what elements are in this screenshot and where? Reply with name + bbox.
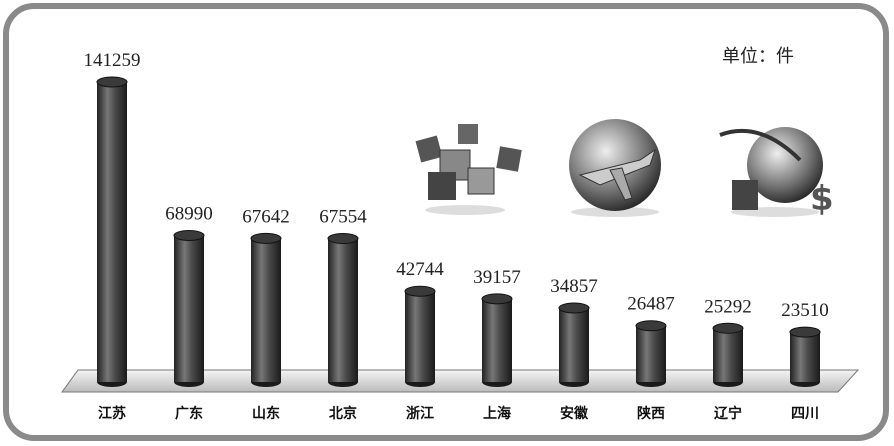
bar xyxy=(174,235,204,382)
x-tick-label: 辽宁 xyxy=(714,405,742,422)
x-tick-label: 北京 xyxy=(329,405,357,422)
bar-cap xyxy=(173,229,205,241)
bar xyxy=(713,328,743,382)
value-label: 39157 xyxy=(473,267,521,288)
value-label: 42744 xyxy=(396,259,444,280)
x-tick-label: 浙江 xyxy=(406,405,434,422)
bar-cap xyxy=(712,322,744,334)
value-label: 68990 xyxy=(165,203,213,224)
bar-cap xyxy=(327,233,359,245)
icon-cubes xyxy=(415,124,522,215)
bar-cap xyxy=(404,285,436,297)
value-label: 67642 xyxy=(242,206,290,227)
svg-text:$: $ xyxy=(810,179,834,219)
bar-cap xyxy=(250,232,282,244)
value-label: 23510 xyxy=(781,300,829,321)
bar xyxy=(559,307,589,382)
value-label: 141259 xyxy=(84,50,141,71)
bar-cap xyxy=(635,320,667,332)
bar-cap xyxy=(481,293,513,305)
x-tick-label: 四川 xyxy=(791,406,819,422)
bar xyxy=(251,238,281,382)
bar xyxy=(405,291,435,382)
bar-cap xyxy=(558,302,590,314)
value-label: 26487 xyxy=(627,294,675,315)
x-tick-label: 陕西 xyxy=(637,405,665,422)
x-tick-label: 安徽 xyxy=(560,405,589,422)
bar xyxy=(636,325,666,382)
value-label: 34857 xyxy=(550,276,598,297)
value-label: 67554 xyxy=(319,207,367,228)
bar-cap xyxy=(96,76,128,88)
bar-cap xyxy=(789,326,821,338)
x-tick-label: 上海 xyxy=(483,405,511,422)
value-label: 25292 xyxy=(704,296,752,317)
bar xyxy=(790,332,820,382)
x-tick-label: 山东 xyxy=(252,405,280,422)
icon-globe-money: $ xyxy=(719,127,834,219)
icon-globe-plane xyxy=(569,119,661,217)
x-tick-label: 江苏 xyxy=(98,405,126,422)
bar xyxy=(482,298,512,382)
unit-label: 单位：件 xyxy=(722,46,794,67)
bar xyxy=(328,238,358,382)
x-tick-label: 广东 xyxy=(175,405,203,422)
bar xyxy=(97,82,127,382)
